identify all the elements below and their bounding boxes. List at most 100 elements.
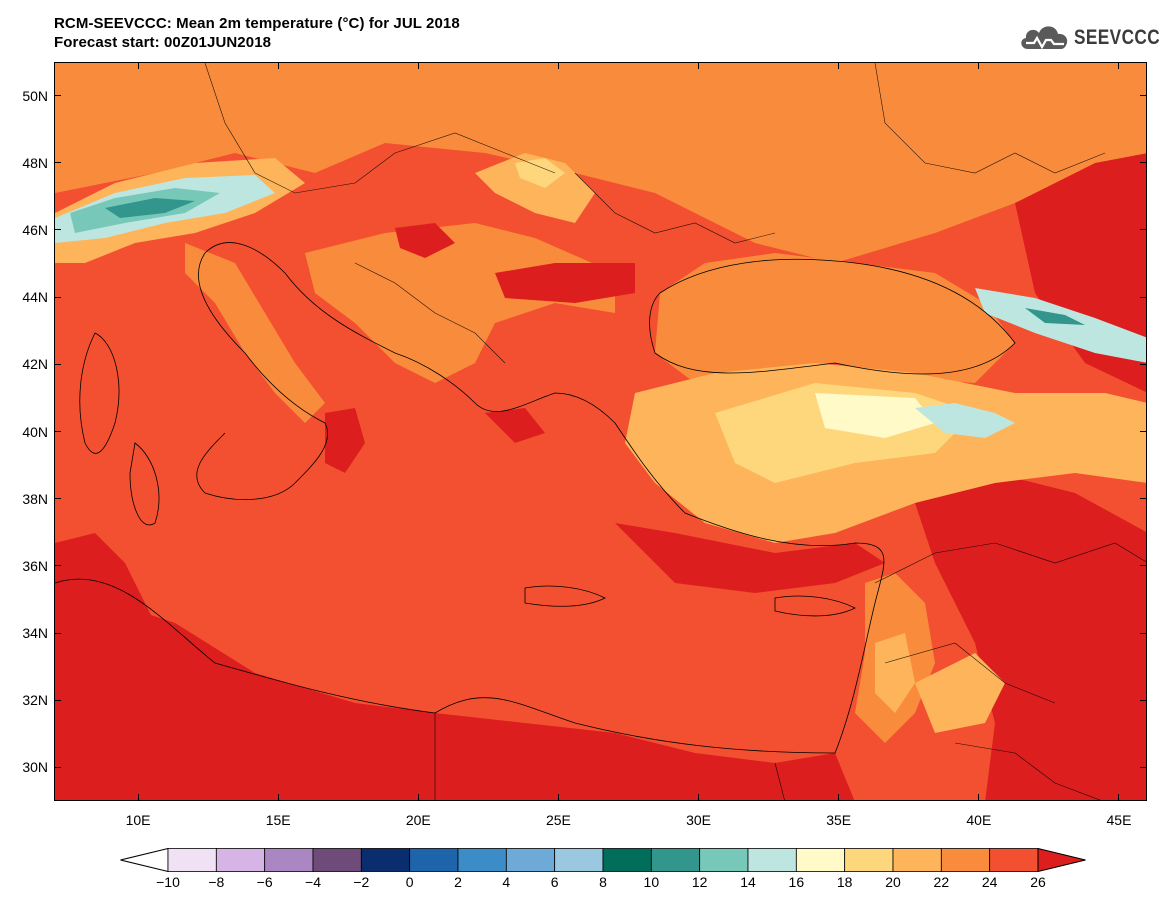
lon-label-30E: 30E [686,812,712,828]
lat-label-38N: 38N [22,490,48,507]
colorbar-swatch [505,848,556,872]
colorbar-label: 8 [599,874,607,890]
lon-label-40E: 40E [966,812,992,828]
colorbar-label: 2 [454,874,462,890]
lat-tick [1140,229,1147,231]
colorbar-label: 10 [643,874,660,890]
colorbar-label: 20 [885,874,901,890]
cloud-icon [1021,26,1068,50]
lon-label-15E: 15E [265,812,291,828]
colorbar-swatch [215,848,266,872]
lon-tick [137,62,139,69]
colorbar-label: 4 [502,874,511,890]
colorbar [120,848,1086,872]
lat-tick [1140,498,1147,500]
colorbar-label: 16 [788,874,805,890]
lat-tick [54,766,61,768]
lat-label-50N: 50N [22,87,48,104]
colorbar-swatch [167,848,217,872]
lat-tick [54,431,61,432]
colorbar-swatch [989,848,1039,872]
colorbar-swatch [795,848,846,872]
lat-tick [1140,699,1147,701]
lon-label-45E: 45E [1106,812,1132,828]
lat-label-44N: 44N [22,289,48,306]
colorbar-label: 26 [1030,874,1046,890]
lon-tick [557,62,559,69]
lon-tick [417,62,419,69]
lat-tick [54,162,61,164]
lat-tick [54,363,61,365]
colorbar-label: −4 [305,874,321,890]
colorbar-low-extend [120,848,169,872]
lon-tick [698,794,700,801]
colorbar-high-extend [1037,848,1086,872]
lat-label-32N: 32N [22,692,48,709]
colorbar-label: −6 [256,874,273,890]
lon-tick [698,62,700,69]
lon-tick [1118,62,1120,69]
lon-tick [137,794,139,801]
colorbar-swatch [554,848,604,872]
temperature-field [55,63,1146,800]
lon-label-20E: 20E [405,812,431,828]
lat-tick [1140,431,1147,432]
colorbar-swatch [940,848,991,872]
lat-tick [54,229,61,231]
lat-tick [54,699,61,701]
lat-tick [54,296,61,298]
colorbar-label: −10 [156,874,180,890]
lon-tick [417,794,419,801]
colorbar-swatch [747,848,797,872]
colorbar-swatch [360,848,411,872]
lat-tick [1140,565,1147,567]
colorbar-swatch [892,848,942,872]
lat-tick [54,498,61,500]
colorbar-swatch [602,848,652,872]
colorbar-label: 14 [740,874,756,890]
colorbar-label: 24 [981,874,998,890]
lon-tick [277,794,279,801]
lon-tick [978,794,980,801]
lat-tick [54,565,61,567]
lat-label-42N: 42N [22,356,48,373]
lon-tick [1118,794,1120,801]
lat-label-30N: 30N [22,759,48,776]
colorbar-swatch [650,848,701,872]
lat-tick [54,632,61,634]
lat-label-36N: 36N [22,557,48,574]
lon-tick [838,62,840,69]
colorbar-label: 0 [405,874,414,890]
colorbar-swatch [409,848,459,872]
colorbar-label: 12 [691,874,708,890]
seevccc-logo: SEEVCCC [1018,21,1160,57]
lon-tick [557,794,559,801]
title-line-2: Forecast start: 00Z01JUN2018 [54,34,272,51]
lon-label-35E: 35E [826,812,852,828]
lon-tick [978,62,980,69]
lat-label-48N: 48N [22,154,48,171]
colorbar-swatch [699,848,749,872]
lon-label-10E: 10E [125,812,151,828]
colorbar-label: −8 [208,874,225,890]
lat-label-46N: 46N [22,221,48,238]
lon-label-25E: 25E [545,812,571,828]
lat-tick [1140,363,1147,365]
lat-tick [1140,632,1147,634]
colorbar-label: −2 [353,874,370,890]
colorbar-swatch [844,848,894,872]
lon-tick [277,62,279,69]
colorbar-label: 6 [550,874,559,890]
lat-tick [1140,296,1147,298]
colorbar-swatch [457,848,507,872]
colorbar-label: 18 [836,874,853,890]
map-title: RCM-SEEVCCC: Mean 2m temperature (°C) fo… [54,14,460,52]
logo-text: SEEVCCC [1074,26,1161,49]
lat-tick [1140,766,1147,768]
lat-label-40N: 40N [22,423,48,440]
colorbar-swatch [312,848,362,872]
lat-tick [1140,162,1147,164]
lat-tick [54,95,61,97]
colorbar-swatch [264,848,314,872]
lon-tick [838,794,840,801]
